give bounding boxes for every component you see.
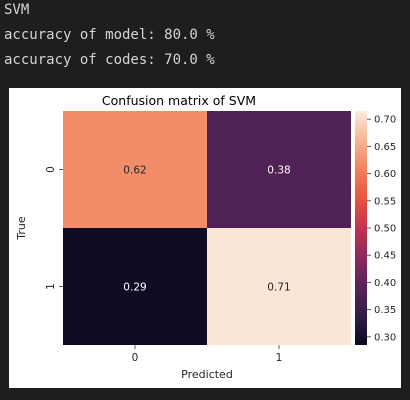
colorbar-tick-label-8: 0.70 <box>374 115 396 126</box>
colorbar-tick-label-4: 0.50 <box>374 224 396 235</box>
output-line-model-name: SVM <box>4 2 30 18</box>
x-axis-label: Predicted <box>181 368 233 381</box>
colorbar <box>355 111 367 345</box>
x-tick-label-0: 0 <box>132 352 139 364</box>
cell-label-1-0: 0.29 <box>123 282 146 294</box>
colorbar-tick-label-2: 0.40 <box>374 278 396 289</box>
chart-title: Confusion matrix of SVM <box>101 93 257 108</box>
cell-0-0 <box>63 111 207 228</box>
cell-label-0-0: 0.62 <box>123 165 146 177</box>
output-line-codes-accuracy: accuracy of codes: 70.0 % <box>4 52 215 68</box>
cell-label-0-1: 0.38 <box>267 165 290 177</box>
y-axis-label: True <box>15 216 28 241</box>
output-line-model-accuracy: accuracy of model: 80.0 % <box>4 27 215 43</box>
colorbar-tick-label-0: 0.30 <box>374 332 396 343</box>
colorbar-tick-label-6: 0.60 <box>374 169 396 180</box>
colorbar-tick-label-7: 0.65 <box>374 142 396 153</box>
colorbar-tick-label-3: 0.45 <box>374 251 396 262</box>
x-tick-label-1: 1 <box>276 352 283 364</box>
cell-0-1 <box>207 111 351 228</box>
y-tick-label-0: 0 <box>45 166 57 173</box>
colorbar-tick-label-1: 0.35 <box>374 305 396 316</box>
colorbar-tick-label-5: 0.55 <box>374 196 396 207</box>
cell-label-1-1: 0.71 <box>267 282 290 294</box>
confusion-matrix-figure: Confusion matrix of SVM 0.62 0.38 0.29 0.71… <box>9 88 401 388</box>
cell-1-0 <box>63 228 207 345</box>
y-tick-label-1: 1 <box>45 283 57 290</box>
cell-1-1 <box>207 228 351 345</box>
confusion-matrix-heatmap: 0.62 0.38 0.29 0.71 0 1 0 1 Predicted True 0.30 0… <box>15 111 396 381</box>
